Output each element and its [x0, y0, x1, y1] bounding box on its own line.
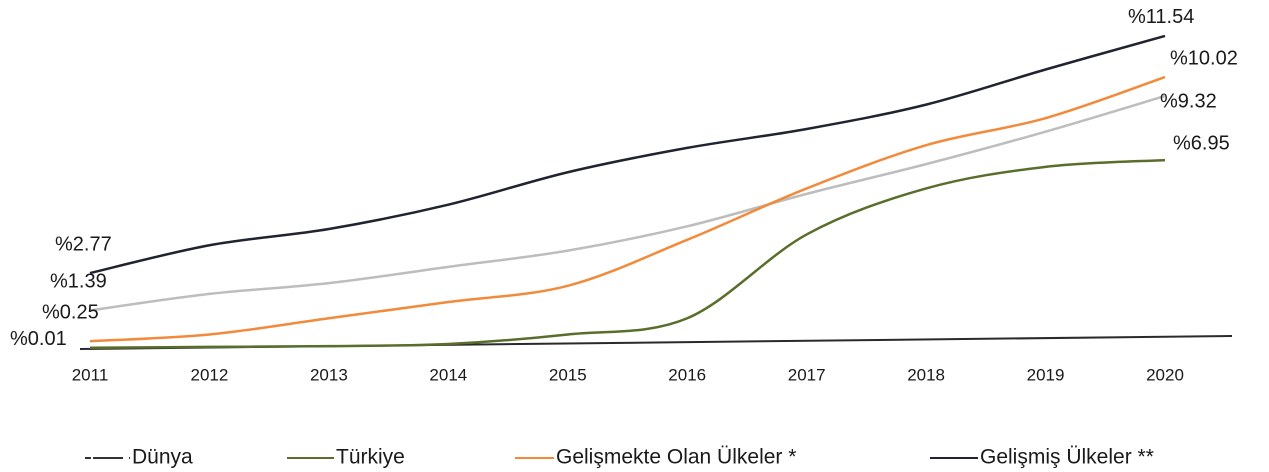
legend-label: Gelişmekte Olan Ülkeler * [556, 446, 796, 469]
data-label: %2.77 [55, 233, 112, 255]
data-label: %0.25 [42, 302, 99, 324]
legend-label: Türkiye [336, 446, 405, 469]
series-line [89, 75, 1166, 343]
legend-label: Gelişmiş Ülkeler ** [980, 446, 1154, 469]
x-tick-label: 2017 [788, 365, 826, 384]
data-label: %11.54 [1128, 6, 1194, 28]
x-tick-label: 2018 [907, 365, 945, 384]
data-label: %0.01 [10, 328, 67, 350]
series-line [89, 94, 1166, 312]
x-tick-label: 2019 [1027, 365, 1065, 384]
series-line [89, 158, 1166, 349]
x-tick-label: 2015 [549, 365, 587, 384]
data-label: %9.32 [1160, 90, 1217, 112]
x-tick-label: 2020 [1146, 365, 1184, 384]
x-tick-label: 2011 [72, 365, 109, 384]
data-label: %10.02 [1170, 47, 1238, 69]
data-label: %1.39 [50, 271, 107, 293]
legend-label: Dünya [132, 446, 193, 469]
x-tick-label: 2013 [310, 365, 348, 384]
x-tick-label: 2012 [191, 365, 229, 384]
series-line [89, 34, 1166, 275]
x-tick-label: 2014 [429, 365, 467, 384]
x-tick-label: 2016 [668, 365, 706, 384]
data-label: %6.95 [1173, 132, 1230, 154]
